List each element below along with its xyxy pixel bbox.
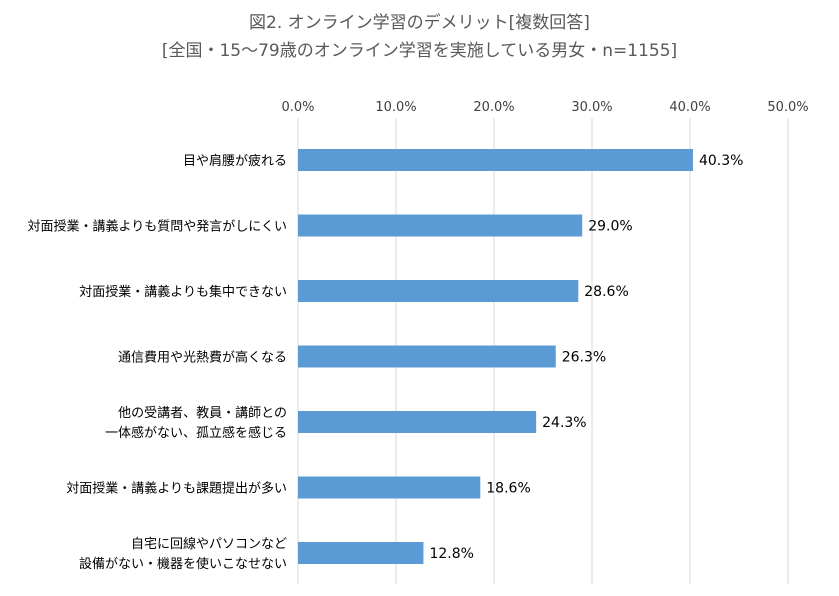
category-label: 目や肩腰が疲れる [183,153,287,169]
category-label: 対面授業・講義よりも質問や発言がしにくい [28,219,287,235]
category-label: 設備がない・機器を使いこなせない [79,556,287,572]
data-label: 26.3% [562,350,606,366]
data-label: 29.0% [588,219,632,235]
x-tick-label: 50.0% [767,100,808,115]
bar [298,476,481,499]
data-label: 18.6% [486,481,530,497]
x-tick-label: 0.0% [281,100,314,115]
category-label: 一体感がない、孤立感を感じる [105,425,287,441]
x-tick-label: 20.0% [473,100,514,115]
data-label: 28.6% [584,284,628,300]
category-label: 通信費用や光熱費が高くなる [118,350,287,366]
bar [298,542,424,564]
data-label: 12.8% [429,546,473,562]
category-label: 対面授業・講義よりも課題提出が多い [66,481,287,497]
bar [298,345,556,368]
bar [298,214,583,237]
bar [298,149,693,171]
bar [298,280,579,302]
chart-subtitle: [全国・15～79歳のオンライン学習を実施している男女・n=1155] [161,41,678,61]
category-label: 他の受講者、教員・講師との [118,405,287,421]
category-label: 自宅に回線やパソコンなど [131,536,287,552]
category-label: 対面授業・講義よりも集中できない [79,284,287,300]
chart-title: 図2. オンライン学習のデメリット[複数回答] [249,13,590,33]
x-tick-label: 10.0% [375,100,416,115]
bar [298,411,537,433]
x-tick-label: 30.0% [571,100,612,115]
data-label: 40.3% [699,153,743,169]
x-tick-label: 40.0% [669,100,710,115]
data-label: 24.3% [542,415,586,431]
